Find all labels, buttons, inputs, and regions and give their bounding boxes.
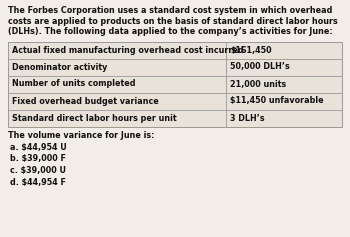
Text: c. $39,000 U: c. $39,000 U <box>10 166 66 175</box>
Text: Standard direct labor hours per unit: Standard direct labor hours per unit <box>12 114 177 123</box>
Text: Actual fixed manufacturing overhead cost incurred: Actual fixed manufacturing overhead cost… <box>12 46 244 55</box>
Text: Denominator activity: Denominator activity <box>12 63 107 72</box>
Text: Fixed overhead budget variance: Fixed overhead budget variance <box>12 96 159 105</box>
Text: $11,450 unfavorable: $11,450 unfavorable <box>230 96 324 105</box>
Text: costs are applied to products on the basis of standard direct labor hours: costs are applied to products on the bas… <box>8 17 338 26</box>
Text: a. $44,954 U: a. $44,954 U <box>10 143 67 152</box>
Text: d. $44,954 F: d. $44,954 F <box>10 178 66 187</box>
Text: (DLHs). The following data applied to the company’s activities for June:: (DLHs). The following data applied to th… <box>8 27 332 36</box>
Text: b. $39,000 F: b. $39,000 F <box>10 155 66 164</box>
Text: 50,000 DLH’s: 50,000 DLH’s <box>230 63 290 72</box>
Text: The Forbes Corporation uses a standard cost system in which overhead: The Forbes Corporation uses a standard c… <box>8 6 332 15</box>
Text: The volume variance for June is:: The volume variance for June is: <box>8 132 154 141</box>
Bar <box>8 41 342 127</box>
Text: Number of units completed: Number of units completed <box>12 79 135 88</box>
Text: 3 DLH’s: 3 DLH’s <box>230 114 265 123</box>
Text: 21,000 units: 21,000 units <box>230 79 286 88</box>
Text: $161,450: $161,450 <box>230 46 272 55</box>
